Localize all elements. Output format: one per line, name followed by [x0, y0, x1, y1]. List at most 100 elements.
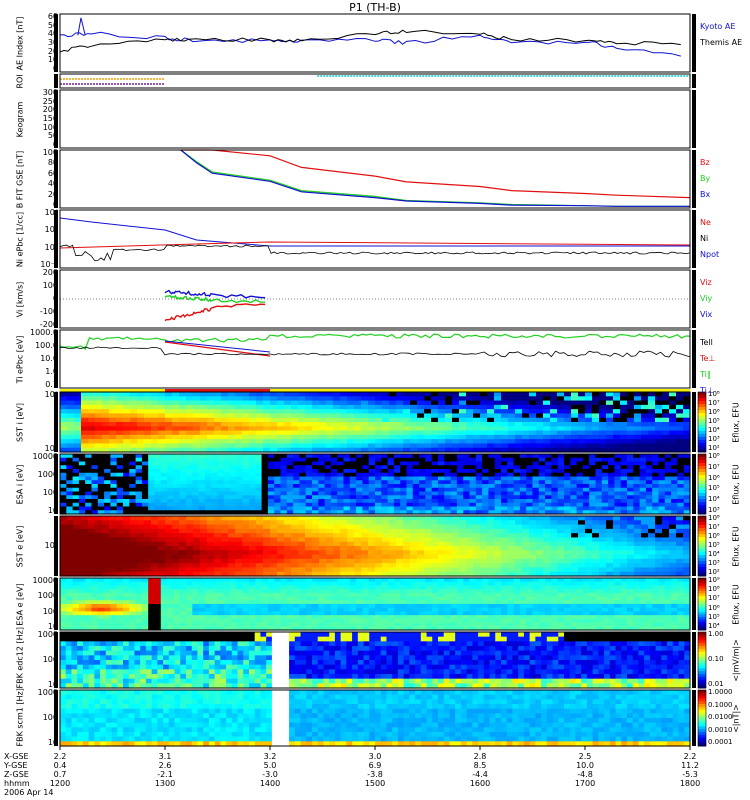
esa_i-cell [582, 506, 590, 511]
sst_i-cell [235, 430, 243, 436]
esa_e-cell [186, 600, 193, 605]
esa_i-cell [135, 491, 143, 496]
esa_i-cell [393, 476, 401, 481]
esa_i-cell [545, 454, 552, 459]
esa_e-cell [60, 615, 67, 620]
sst_i-cell [312, 417, 320, 423]
esa_i-cell [116, 491, 124, 496]
esa_i-cell [400, 491, 408, 496]
sst_e-cell [543, 520, 551, 526]
sst_e-cell [529, 528, 537, 534]
sst_e-cell [130, 563, 138, 569]
sst_e-cell [641, 567, 649, 573]
esa_i-cell [381, 487, 389, 493]
esa_i-cell [564, 499, 571, 504]
sst_i-cell [326, 426, 334, 432]
esa_e-cell [179, 607, 187, 613]
esa_i-cell [419, 476, 426, 481]
esa_i-cell [192, 457, 200, 463]
sst_e-cell [522, 537, 530, 543]
sst_i-cell [613, 409, 621, 415]
sst_i-cell [102, 396, 110, 402]
sst_i-cell [613, 404, 621, 410]
esa_i-cell [463, 472, 471, 478]
esa_i-cell [513, 502, 521, 508]
sst_i-cell [67, 434, 75, 440]
esa_i-cell [564, 491, 571, 496]
sst_e-cell [494, 550, 502, 556]
sst_i-cell [627, 404, 635, 410]
sst_i-cell [270, 417, 278, 423]
esa_i-cell [236, 487, 244, 493]
sst_e-cell [277, 546, 285, 551]
esa_e-cell [148, 581, 156, 587]
esa_i-cell [123, 457, 130, 463]
esa_e-cell [431, 615, 439, 620]
sst_i-cell [88, 447, 96, 453]
sst_e-cell [60, 533, 68, 539]
esa_i-cell [475, 491, 483, 496]
esa_e-cell [412, 600, 420, 605]
esa_e-cell [444, 589, 452, 594]
esa_i-cell [557, 465, 565, 470]
esa_i-cell [160, 472, 168, 478]
sst_e-cell [165, 516, 173, 521]
esa_i-cell [286, 491, 294, 496]
esa_i-cell [589, 510, 597, 515]
sst_i-cell [536, 443, 544, 449]
esa_i-cell [614, 502, 622, 508]
esa_i-cell [475, 457, 483, 463]
esa_i-cell [683, 510, 691, 515]
sst_i-cell [158, 413, 166, 419]
sst_i-cell [550, 443, 558, 449]
sst_e-cell [123, 520, 131, 526]
sst_i-cell [368, 409, 376, 415]
sst_e-cell [431, 563, 439, 569]
sst_i-cell [151, 392, 159, 397]
sst_i-cell [228, 422, 236, 427]
sst_e-cell [200, 571, 208, 577]
sst_i-cell [333, 426, 341, 432]
sst_i-cell [88, 430, 96, 436]
sst_e-cell [186, 541, 194, 547]
sst_e-cell [368, 541, 376, 547]
sst_e-cell [375, 524, 383, 530]
esa_i-cell [501, 461, 508, 466]
sst_i-cell [207, 447, 215, 453]
sst_i-cell [522, 443, 530, 449]
sst_e-cell [95, 563, 103, 569]
esa_i-cell [469, 480, 477, 485]
esa_e-cell [299, 581, 307, 587]
sst_e-cell [529, 516, 537, 521]
esa_i-cell [608, 476, 615, 481]
esa_i-cell [324, 484, 332, 489]
sst_i-cell [508, 426, 516, 432]
sst_i-cell [655, 392, 663, 397]
esa_i-cell [312, 476, 319, 481]
sst_i-cell [214, 434, 222, 440]
sst_e-cell [102, 554, 110, 560]
sst_e-cell [123, 558, 131, 564]
sst_i-cell [81, 409, 89, 415]
sst_i-cell [67, 422, 75, 427]
sst_i-cell [487, 417, 495, 423]
sst_e-cell [585, 563, 593, 569]
esa_e-cell [412, 596, 420, 601]
sst_e-cell [683, 520, 691, 526]
esa_i-cell [507, 465, 515, 470]
sst_e-cell [158, 546, 166, 551]
sst_i-cell [368, 443, 376, 449]
esa_i-cell [330, 495, 338, 500]
sst_i-cell [249, 409, 257, 415]
sst_e-cell [186, 520, 194, 526]
sst_e-cell [60, 563, 68, 569]
esa_e-cell [305, 589, 313, 594]
esa_e-cell [154, 592, 162, 598]
esa_e-cell [154, 607, 162, 613]
sst_i-cell [130, 396, 138, 402]
esa_e-cell [299, 622, 307, 627]
esa_i-cell [223, 506, 231, 511]
sst_i-cell [424, 422, 432, 427]
sst_i-cell [130, 404, 138, 410]
sst_e-cell [389, 563, 397, 569]
